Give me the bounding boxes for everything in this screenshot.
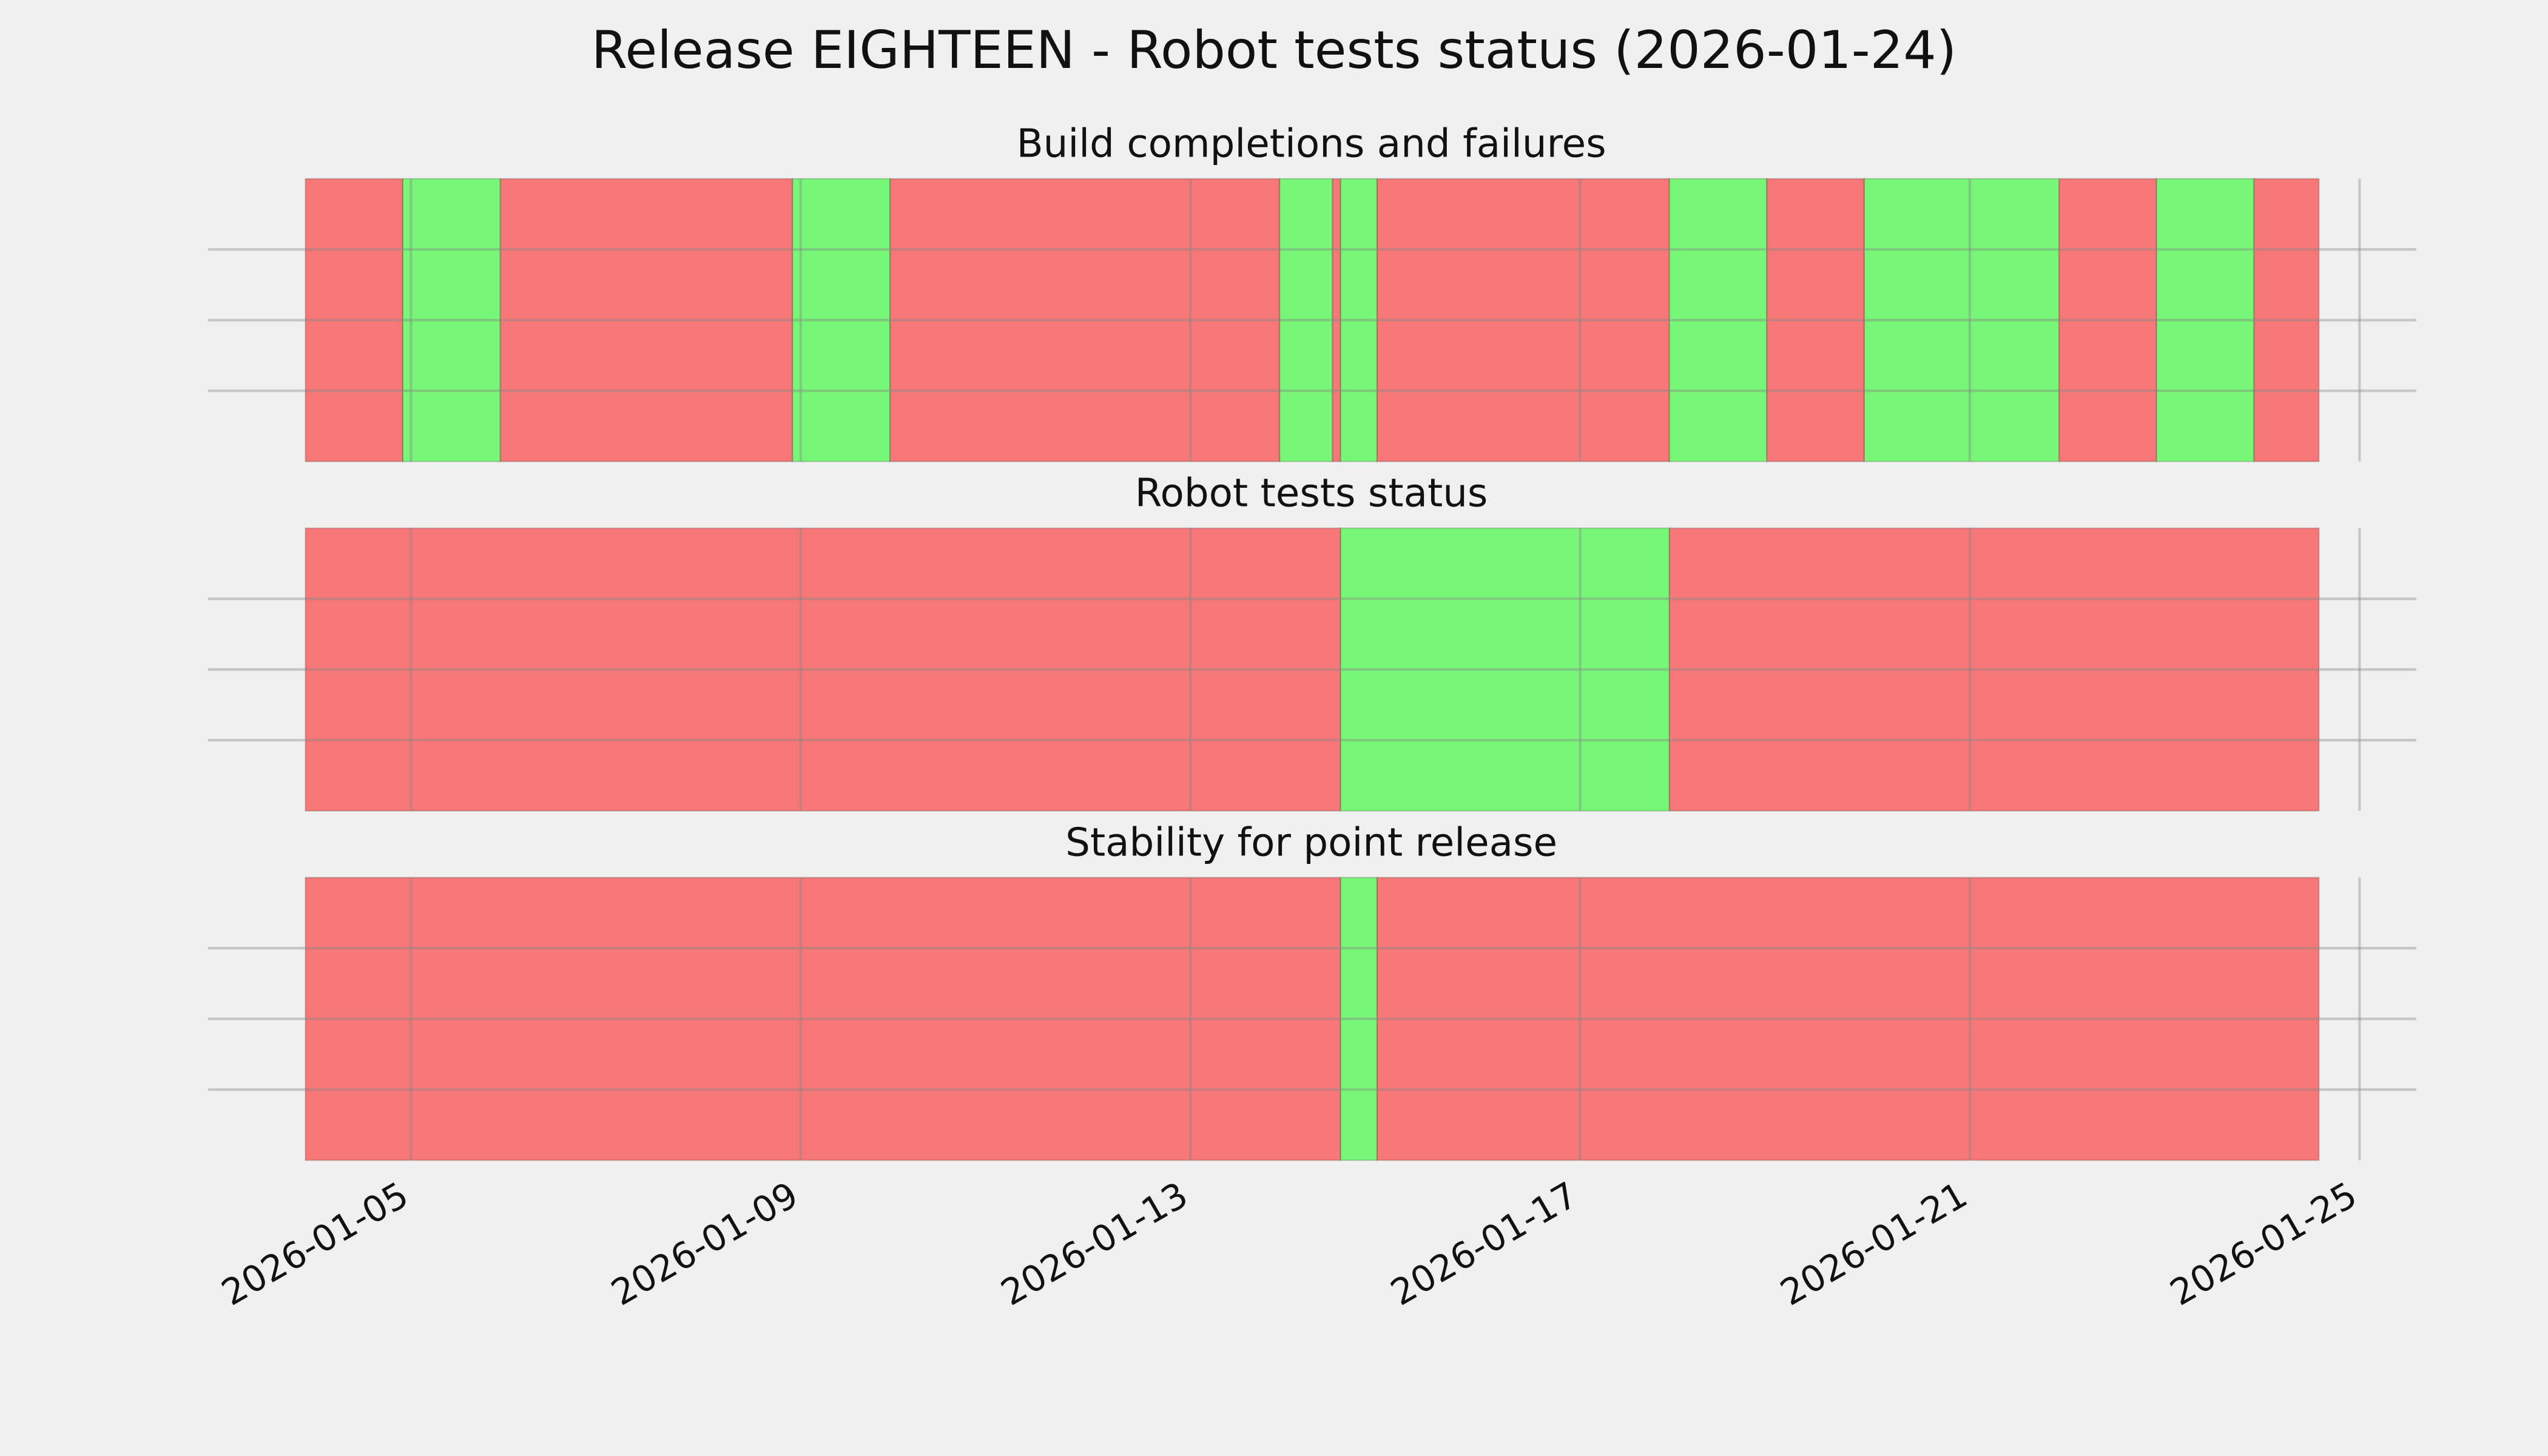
status-span xyxy=(889,178,1281,462)
status-span xyxy=(1279,178,1333,462)
status-span xyxy=(2155,178,2255,462)
figure-title: Release EIGHTEEN - Robot tests status (2… xyxy=(592,20,1956,81)
status-span xyxy=(499,178,794,462)
status-span xyxy=(305,178,404,462)
status-span xyxy=(305,877,1341,1161)
status-span xyxy=(305,527,1341,812)
status-span xyxy=(1340,877,1378,1161)
status-span xyxy=(2253,178,2320,462)
status-span xyxy=(2058,178,2157,462)
subplot-title: Robot tests status xyxy=(1135,471,1488,516)
status-span xyxy=(402,178,501,462)
status-span xyxy=(1376,178,1670,462)
subplot-title: Stability for point release xyxy=(1065,820,1557,865)
status-span xyxy=(1340,178,1378,462)
subplot-title: Build completions and failures xyxy=(1017,121,1606,167)
status-span xyxy=(1376,877,2320,1161)
status-span xyxy=(792,178,891,462)
status-span xyxy=(1668,178,1768,462)
status-span xyxy=(1766,178,1866,462)
status-span xyxy=(1863,178,2060,462)
status-span xyxy=(1668,527,2320,812)
